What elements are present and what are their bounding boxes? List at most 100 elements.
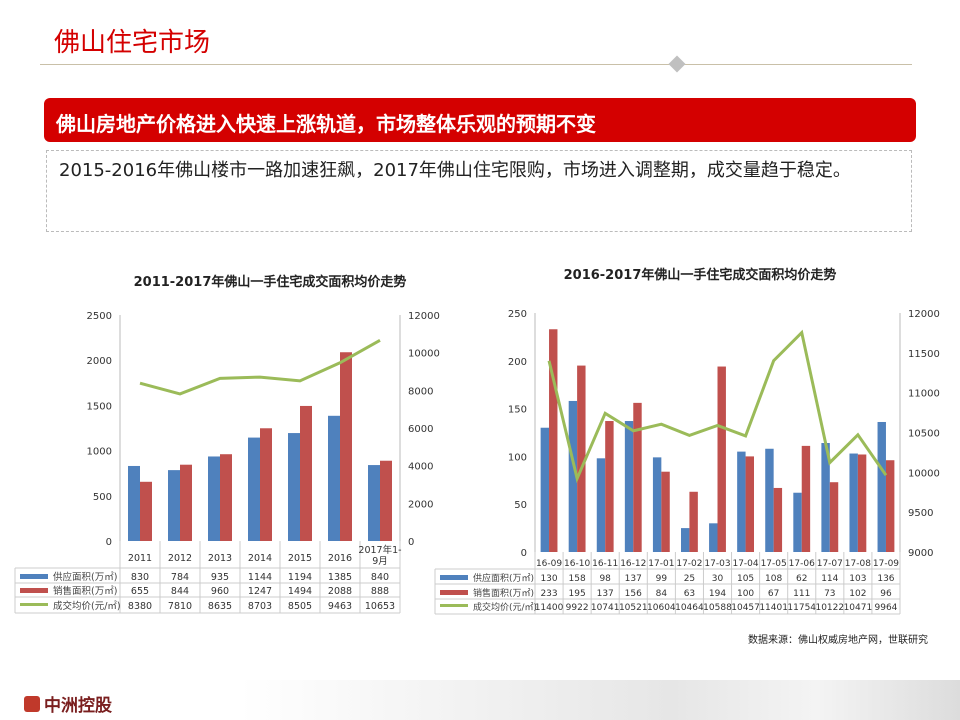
- category-label: 2017年1-: [358, 544, 401, 556]
- table-cell: 96: [880, 589, 892, 599]
- y-tick-label: 2000: [87, 356, 112, 367]
- supply-bar: [765, 448, 774, 552]
- sales-bar: [260, 428, 272, 541]
- table-cell: 9922: [566, 603, 589, 613]
- legend-swatch: [20, 588, 48, 593]
- category-label: 2014: [248, 553, 272, 564]
- table-cell: 11400: [535, 603, 564, 613]
- legend-swatch: [440, 590, 468, 595]
- y-tick-label: 50: [514, 500, 527, 511]
- footer-band: [0, 680, 960, 720]
- y-tick-label: 1000: [87, 447, 112, 458]
- y2-tick-label: 2000: [408, 499, 433, 510]
- y2-tick-label: 10000: [908, 468, 940, 479]
- category-label: 17-07: [817, 559, 843, 569]
- table-cell: 98: [599, 574, 611, 584]
- supply-bar: [624, 421, 634, 552]
- table-cell: 960: [211, 586, 229, 597]
- supply-bar: [248, 437, 260, 541]
- table-cell: 844: [171, 586, 189, 597]
- supply-bar: [849, 453, 858, 552]
- table-cell: 10464: [675, 603, 704, 613]
- table-cell: 2088: [328, 586, 352, 597]
- table-cell: 10653: [365, 601, 395, 612]
- y2-tick-label: 6000: [408, 424, 433, 435]
- table-cell: 156: [625, 589, 642, 599]
- table-cell: 194: [709, 589, 726, 599]
- table-cell: 62: [796, 574, 807, 584]
- table-cell: 137: [597, 589, 614, 599]
- legend-swatch: [20, 574, 48, 579]
- table-cell: 114: [821, 574, 838, 584]
- table-cell: 10521: [619, 603, 648, 613]
- legend-label: 供应面积(万㎡): [53, 571, 117, 583]
- table-cell: 1385: [328, 572, 352, 583]
- table-cell: 105: [737, 574, 754, 584]
- table-cell: 11401: [759, 603, 788, 613]
- table-cell: 11754: [787, 603, 816, 613]
- table-cell: 67: [768, 589, 779, 599]
- table-cell: 9964: [875, 603, 898, 613]
- table-cell: 10471: [844, 603, 873, 613]
- table-cell: 137: [625, 574, 642, 584]
- y-tick-label: 0: [521, 548, 527, 559]
- y-tick-label: 2500: [87, 311, 112, 322]
- table-cell: 784: [171, 572, 189, 583]
- y2-tick-label: 9500: [908, 508, 933, 519]
- legend-label: 成交均价(元/㎡): [53, 600, 121, 612]
- table-cell: 136: [877, 574, 894, 584]
- category-label: 9月: [372, 556, 388, 567]
- logo-icon: [24, 695, 40, 712]
- category-label: 17-03: [704, 559, 730, 569]
- category-label: 2012: [168, 553, 192, 564]
- supply-bar: [793, 492, 802, 552]
- sales-bar: [801, 445, 811, 552]
- y2-tick-label: 0: [408, 537, 414, 548]
- supply-bar: [368, 465, 380, 541]
- table-cell: 8635: [208, 601, 232, 612]
- logo-text: 中洲控股: [44, 696, 112, 716]
- table-cell: 233: [540, 589, 557, 599]
- table-cell: 10741: [591, 603, 620, 613]
- supply-bar: [877, 421, 886, 552]
- sales-bar: [885, 460, 895, 552]
- table-cell: 84: [656, 589, 668, 599]
- category-label: 17-06: [789, 559, 815, 569]
- sales-bar: [220, 454, 232, 541]
- category-label: 16-12: [620, 559, 646, 569]
- sales-bar: [180, 464, 192, 541]
- company-logo: 中洲控股: [24, 691, 112, 716]
- legend-label: 供应面积(万㎡): [473, 572, 534, 584]
- supply-bar: [821, 443, 830, 552]
- y2-tick-label: 11500: [908, 349, 940, 360]
- y2-tick-label: 12000: [408, 311, 440, 322]
- category-label: 17-09: [873, 559, 899, 569]
- category-label: 16-11: [592, 559, 618, 569]
- sales-bar: [380, 460, 392, 541]
- sales-bar: [745, 456, 754, 552]
- table-cell: 30: [712, 574, 724, 584]
- table-cell: 888: [371, 586, 389, 597]
- table-cell: 10122: [815, 603, 844, 613]
- supply-bar: [328, 415, 340, 541]
- legend-swatch: [440, 575, 468, 580]
- table-cell: 1494: [288, 586, 312, 597]
- table-cell: 8703: [248, 601, 272, 612]
- sales-bar: [340, 352, 352, 541]
- table-cell: 25: [684, 574, 695, 584]
- supply-bar: [540, 427, 550, 552]
- table-cell: 1144: [248, 572, 272, 583]
- supply-bar: [128, 465, 140, 541]
- table-cell: 10588: [703, 603, 732, 613]
- legend-label: 成交均价(元/㎡): [473, 601, 537, 613]
- sales-bar: [549, 329, 558, 552]
- chart-title: 2011-2017年佛山一手住宅成交面积均价走势: [134, 274, 407, 290]
- y2-tick-label: 11000: [908, 389, 940, 400]
- table-cell: 1247: [248, 586, 272, 597]
- y-tick-label: 200: [508, 357, 527, 368]
- title-divider: [40, 64, 912, 65]
- supply-bar: [596, 458, 606, 552]
- y-tick-label: 500: [93, 492, 112, 503]
- y2-tick-label: 12000: [908, 309, 940, 320]
- supply-bar: [652, 457, 662, 552]
